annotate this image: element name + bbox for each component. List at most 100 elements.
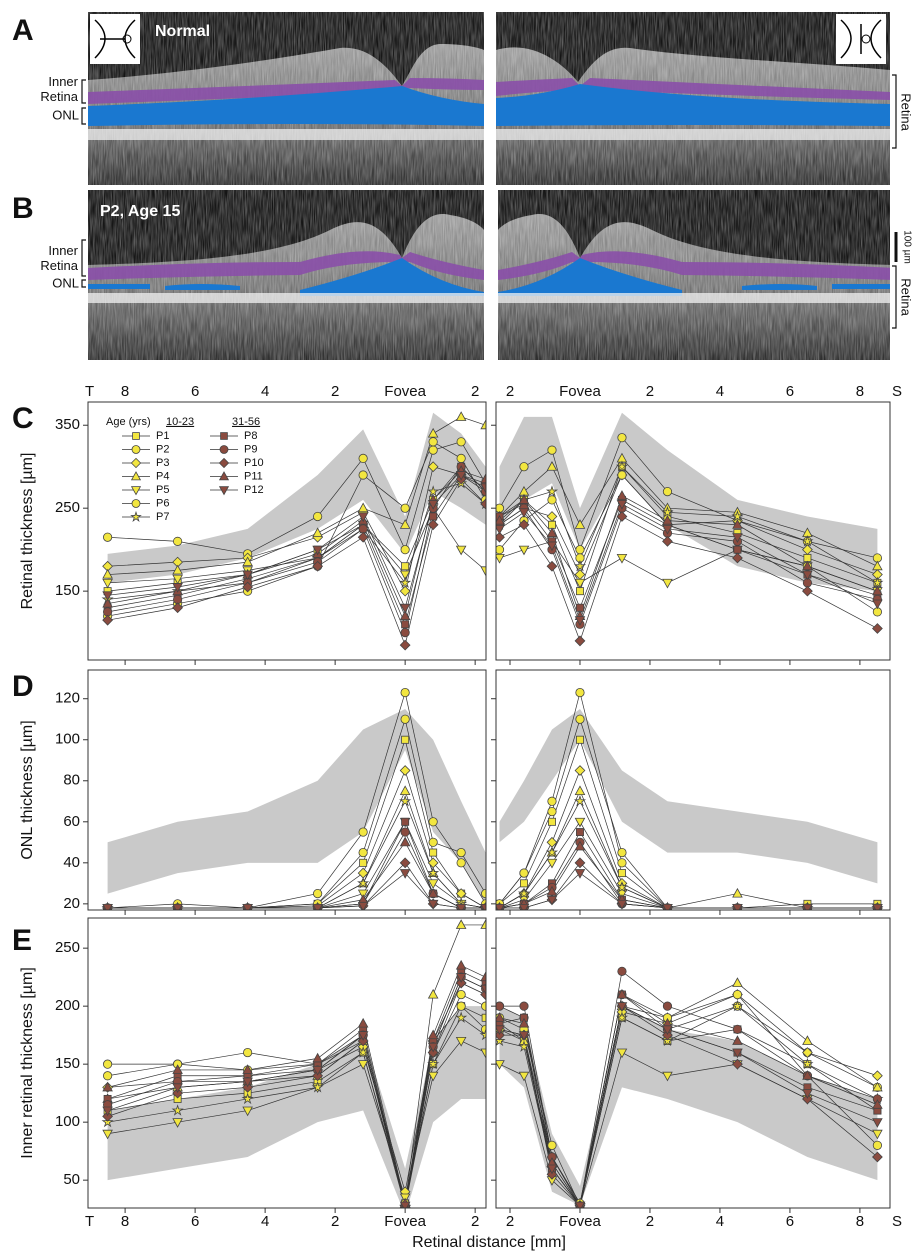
marker <box>617 847 627 858</box>
marker <box>172 583 183 593</box>
marker <box>102 1129 113 1140</box>
marker <box>427 1071 439 1082</box>
marker <box>102 614 113 626</box>
marker <box>732 1035 743 1045</box>
marker <box>802 1070 813 1080</box>
plot-area <box>496 966 884 1208</box>
marker <box>313 511 323 522</box>
marker <box>401 562 410 571</box>
marker <box>401 817 410 826</box>
legend-label: P5 <box>156 484 169 496</box>
marker <box>102 903 113 910</box>
marker <box>427 500 439 510</box>
marker <box>802 1047 813 1058</box>
marker <box>574 817 586 828</box>
marker <box>400 503 410 513</box>
edge-label: S <box>892 383 902 400</box>
marker <box>518 903 530 910</box>
marker <box>102 597 113 608</box>
x-tick-label: 8 <box>121 1213 129 1230</box>
legend-title: Age (yrs) <box>106 416 151 428</box>
x-tick-label: 2 <box>646 383 654 400</box>
marker <box>801 535 814 547</box>
panel-label: C <box>12 402 34 435</box>
marker <box>242 581 254 593</box>
marker <box>357 1035 369 1047</box>
y-tick-label: 350 <box>55 416 80 433</box>
marker <box>427 427 439 438</box>
marker <box>102 578 113 589</box>
marker <box>574 1201 586 1208</box>
marker <box>399 794 412 807</box>
marker <box>399 765 411 776</box>
x-tick-label: 4 <box>261 1213 269 1230</box>
marker <box>400 687 410 698</box>
marker <box>455 545 467 556</box>
image-title: P2, Age 15 <box>100 203 180 220</box>
x-tick-label: 2 <box>471 1213 479 1230</box>
marker <box>172 1064 183 1074</box>
marker <box>872 623 883 634</box>
marker <box>427 1057 440 1070</box>
layer-label: Retina <box>899 93 912 131</box>
panel-label: B <box>12 192 34 225</box>
marker <box>546 858 558 869</box>
plot-frame <box>87 917 487 1209</box>
marker <box>220 432 228 440</box>
marker <box>546 541 558 552</box>
marker <box>399 869 411 879</box>
normal-range <box>499 708 878 884</box>
marker <box>455 471 467 481</box>
marker <box>359 858 368 867</box>
x-tick-label: 6 <box>786 1213 794 1230</box>
x-tick-label: Fovea <box>559 1213 601 1230</box>
marker <box>312 527 323 538</box>
marker <box>662 486 673 497</box>
plot-frame <box>87 669 487 911</box>
layer-label: Inner Retina <box>40 243 78 273</box>
marker <box>399 576 412 588</box>
marker <box>576 603 584 612</box>
marker <box>872 599 883 610</box>
marker <box>130 486 142 496</box>
plot-area <box>101 919 486 1208</box>
marker <box>103 1059 113 1069</box>
marker <box>517 1040 531 1052</box>
marker <box>358 453 368 464</box>
marker <box>872 1151 883 1163</box>
y-tick-label: 200 <box>55 997 80 1014</box>
x-tick-label: 2 <box>471 383 479 400</box>
marker <box>172 1087 184 1099</box>
plot-frame <box>495 669 891 911</box>
layer-label: Inner Retina <box>40 74 78 104</box>
y-tick-label: 60 <box>63 813 80 830</box>
marker <box>218 471 230 481</box>
marker <box>732 989 743 1000</box>
x-tick-label: 2 <box>506 383 514 400</box>
marker <box>427 887 439 898</box>
x-tick-label: 8 <box>121 383 129 400</box>
marker <box>545 846 559 858</box>
marker <box>242 1064 253 1074</box>
marker <box>733 545 742 554</box>
marker <box>802 585 813 597</box>
marker <box>399 857 411 869</box>
marker <box>312 1065 323 1076</box>
marker <box>428 437 438 447</box>
marker <box>519 1001 529 1011</box>
marker <box>546 527 558 538</box>
marker <box>617 470 627 480</box>
y-tick-label: 250 <box>55 499 80 516</box>
marker <box>456 1001 466 1011</box>
normal-range <box>107 708 486 904</box>
marker <box>662 535 673 547</box>
marker <box>546 885 558 896</box>
marker <box>802 560 813 571</box>
marker <box>517 887 531 899</box>
marker <box>802 1035 813 1045</box>
marker <box>427 519 439 531</box>
marker <box>172 903 183 910</box>
marker <box>802 1089 813 1099</box>
marker <box>496 553 505 564</box>
